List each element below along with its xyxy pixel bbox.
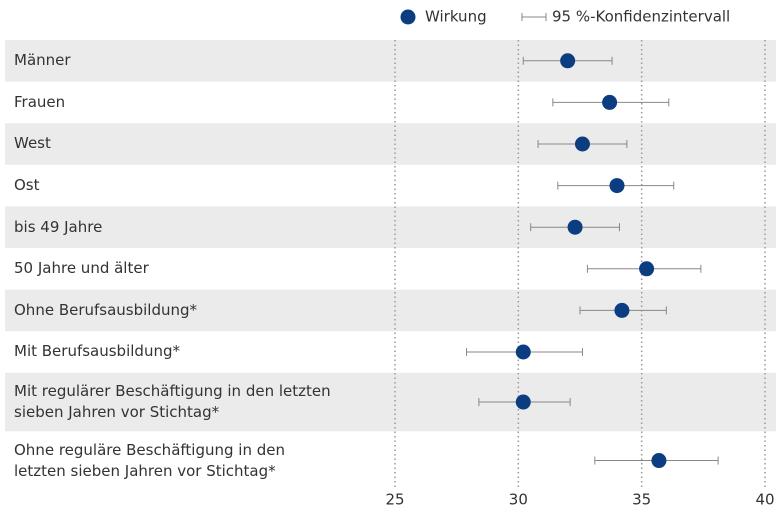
legend-point	[400, 9, 416, 25]
row-band	[5, 40, 776, 82]
category-label: Mit Berufsausbildung*	[14, 342, 180, 361]
category-label: bis 49 Jahre	[14, 217, 103, 236]
point	[515, 394, 531, 410]
x-tick-label: 25	[385, 491, 404, 509]
category-label: Männer	[14, 51, 71, 70]
point	[602, 94, 618, 110]
legend-label: Wirkung	[425, 8, 487, 26]
point	[651, 453, 667, 469]
point	[574, 136, 590, 152]
category-label: Mit regulärer Beschäftigung in den letzt…	[14, 382, 331, 422]
point	[567, 219, 583, 235]
category-label: Ost	[14, 176, 40, 195]
legend-label: 95 %-Konfidenzintervall	[552, 8, 730, 26]
row-band	[5, 372, 776, 432]
point	[560, 53, 576, 69]
category-label: Ohne reguläre Beschäftigung in den letzt…	[14, 440, 285, 480]
row-band	[5, 123, 776, 165]
row-band	[5, 206, 776, 248]
x-tick-label: 35	[632, 491, 651, 509]
category-label: 50 Jahre und älter	[14, 259, 149, 278]
point	[609, 178, 625, 194]
category-label: Ohne Berufsausbildung*	[14, 300, 198, 319]
category-label: West	[14, 134, 51, 153]
x-tick-label: 40	[755, 491, 774, 509]
point	[639, 261, 655, 277]
category-label: Frauen	[14, 92, 66, 111]
x-tick-label: 30	[509, 491, 528, 509]
point	[614, 302, 630, 318]
point	[515, 344, 531, 360]
